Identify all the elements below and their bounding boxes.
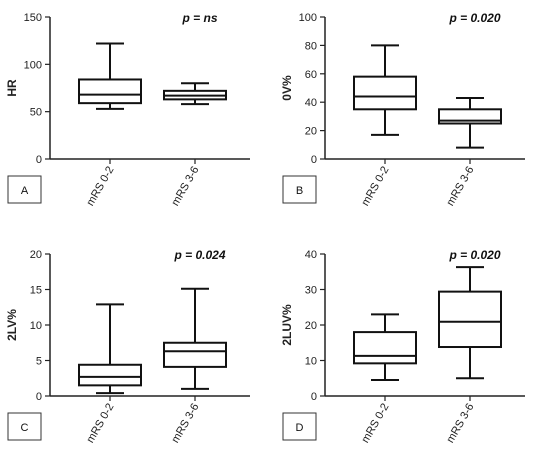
iqr-box <box>438 290 502 349</box>
y-tick-label: 0 <box>36 154 42 166</box>
x-category-label: mRS 0-2 <box>85 402 117 446</box>
chart-panel-d: 0 10 20 30 40 mRS 0-2 mRS 3-6 2LUV% p = 0.020 D <box>275 237 550 474</box>
x-category-label: mRS 3-6 <box>170 402 202 446</box>
chart-panel-a: 0 50 100 150 mRS 0-2 mRS 3-6 HR p = ns A <box>0 0 275 237</box>
y-tick-label: 0 <box>36 391 42 403</box>
y-tick-label: 150 <box>24 12 42 24</box>
y-tick-label: 40 <box>305 249 317 261</box>
y-tick-label: 100 <box>299 12 317 24</box>
panel-letter: A <box>21 185 29 197</box>
x-category-label: mRS 0-2 <box>85 165 117 209</box>
chart-svg: 0 10 20 30 40 mRS 0-2 mRS 3-6 2LUV% p = 0.020 D <box>280 248 525 446</box>
y-axis-label: 0V% <box>280 75 294 101</box>
y-tick-label: 10 <box>305 356 317 368</box>
panel-letter-box <box>282 412 317 441</box>
p-value-annotation: p = ns <box>181 11 217 25</box>
y-tick-label: 0 <box>311 154 317 166</box>
y-axis-label: 2LUV% <box>280 304 294 346</box>
panel-letter-box <box>282 175 317 204</box>
y-tick-label: 60 <box>305 69 317 81</box>
chart-panel-c: 0 5 10 15 20 mRS 0-2 mRS 3-6 2LV% p = 0.024 C <box>0 237 275 474</box>
y-tick-label: 40 <box>305 97 317 109</box>
panel-letter: D <box>296 422 304 434</box>
box-plot-mrs-0-2 <box>78 303 142 395</box>
y-tick-label: 0 <box>311 391 317 403</box>
y-tick-label: 20 <box>305 126 317 138</box>
x-category-label: mRS 3-6 <box>445 165 477 209</box>
y-tick-label: 100 <box>24 59 42 71</box>
box-plot-mrs-0-2 <box>353 313 417 382</box>
x-category-label: mRS 3-6 <box>170 165 202 209</box>
y-tick-label: 20 <box>305 320 317 332</box>
y-tick-label: 15 <box>30 285 42 297</box>
p-value-annotation: p = 0.020 <box>448 248 500 262</box>
iqr-box <box>78 78 142 105</box>
x-category-label: mRS 0-2 <box>360 402 392 446</box>
chart-panel-b: 0 20 40 60 80 100 mRS 0-2 mRS 3-6 0V% p = 0.020 B <box>275 0 550 237</box>
y-axis-label: 2LV% <box>5 309 19 341</box>
y-tick-label: 20 <box>30 249 42 261</box>
box-plot-mrs-0-2 <box>78 42 142 110</box>
x-category-label: mRS 3-6 <box>445 402 477 446</box>
chart-svg: 0 20 40 60 80 100 mRS 0-2 mRS 3-6 0V% p = 0.020 B <box>280 11 525 209</box>
iqr-box <box>163 341 227 368</box>
p-value-annotation: p = 0.024 <box>173 248 225 262</box>
y-axis-label: HR <box>5 79 19 97</box>
p-value-annotation: p = 0.020 <box>448 11 500 25</box>
iqr-box <box>78 363 142 387</box>
panel-letter: B <box>296 185 303 197</box>
box-plot-mrs-0-2 <box>353 44 417 136</box>
panel-letter-box <box>7 175 42 204</box>
iqr-box <box>353 331 417 365</box>
chart-svg: 0 5 10 15 20 mRS 0-2 mRS 3-6 2LV% p = 0.024 C <box>5 248 250 446</box>
y-tick-label: 10 <box>30 320 42 332</box>
y-tick-label: 80 <box>305 40 317 52</box>
box-plot-mrs-3-6 <box>163 287 227 390</box>
y-tick-label: 30 <box>305 285 317 297</box>
box-plot-mrs-3-6 <box>438 266 502 380</box>
box-plot-mrs-3-6 <box>163 82 227 106</box>
panel-letter-box <box>7 412 42 441</box>
x-category-label: mRS 0-2 <box>360 165 392 209</box>
panel-letter: C <box>21 422 29 434</box>
chart-svg: 0 50 100 150 mRS 0-2 mRS 3-6 HR p = ns A <box>5 11 250 209</box>
box-plot-mrs-3-6 <box>438 96 502 149</box>
y-tick-label: 5 <box>36 356 42 368</box>
iqr-box <box>353 75 417 111</box>
y-tick-label: 50 <box>30 107 42 119</box>
